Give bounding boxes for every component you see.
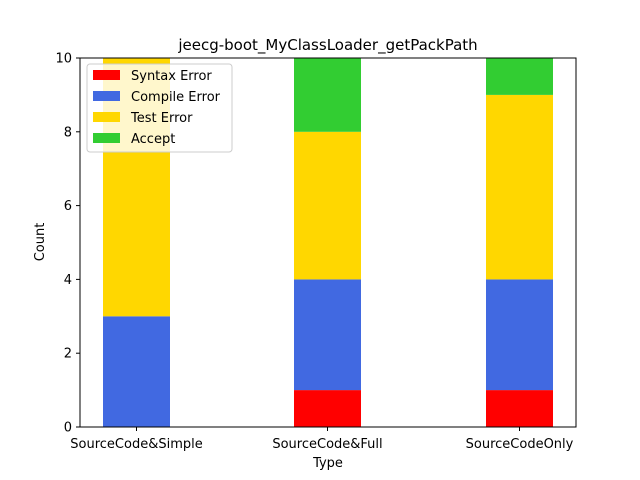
y-tick-label: 0	[64, 421, 72, 436]
legend-label: Accept	[131, 132, 175, 147]
legend-label: Compile Error	[131, 90, 221, 105]
legend: Syntax Error Compile Error Test Error Accep…	[86, 63, 233, 153]
x-tick-label: SourceCodeOnly	[466, 437, 574, 452]
y-tick-label: 2	[64, 347, 72, 362]
legend-swatch	[93, 112, 120, 122]
legend-label: Syntax Error	[131, 69, 212, 84]
legend-label: Test Error	[130, 111, 193, 126]
y-tick-label: 6	[64, 199, 72, 214]
y-tick-label: 4	[64, 273, 72, 288]
bar-segment	[486, 279, 553, 391]
bar-segment	[486, 94, 553, 280]
y-axis: 0 2 4 6 8 10	[55, 52, 80, 436]
legend-box	[86, 63, 233, 153]
bar-segment	[486, 390, 553, 427]
legend-swatch	[93, 70, 120, 80]
x-tick-label: SourceCode&Simple	[70, 437, 202, 452]
y-tick-label: 10	[55, 52, 72, 67]
x-axis-label: Type	[312, 456, 343, 471]
bar-segment	[294, 131, 361, 280]
legend-swatch	[93, 133, 120, 143]
y-axis-label: Count	[33, 223, 48, 262]
bar-segment	[294, 390, 361, 427]
chart-title: jeecg-boot_MyClassLoader_getPackPath	[177, 36, 477, 55]
bar-segment	[294, 58, 361, 132]
x-axis: SourceCode&Simple SourceCode&Full SourceCo…	[70, 427, 574, 452]
bar-segment	[294, 279, 361, 391]
x-tick-label: SourceCode&Full	[272, 437, 382, 452]
bar-segment	[486, 58, 553, 95]
bar-segment	[103, 316, 170, 427]
y-tick-label: 8	[64, 125, 72, 140]
legend-swatch	[93, 91, 120, 101]
